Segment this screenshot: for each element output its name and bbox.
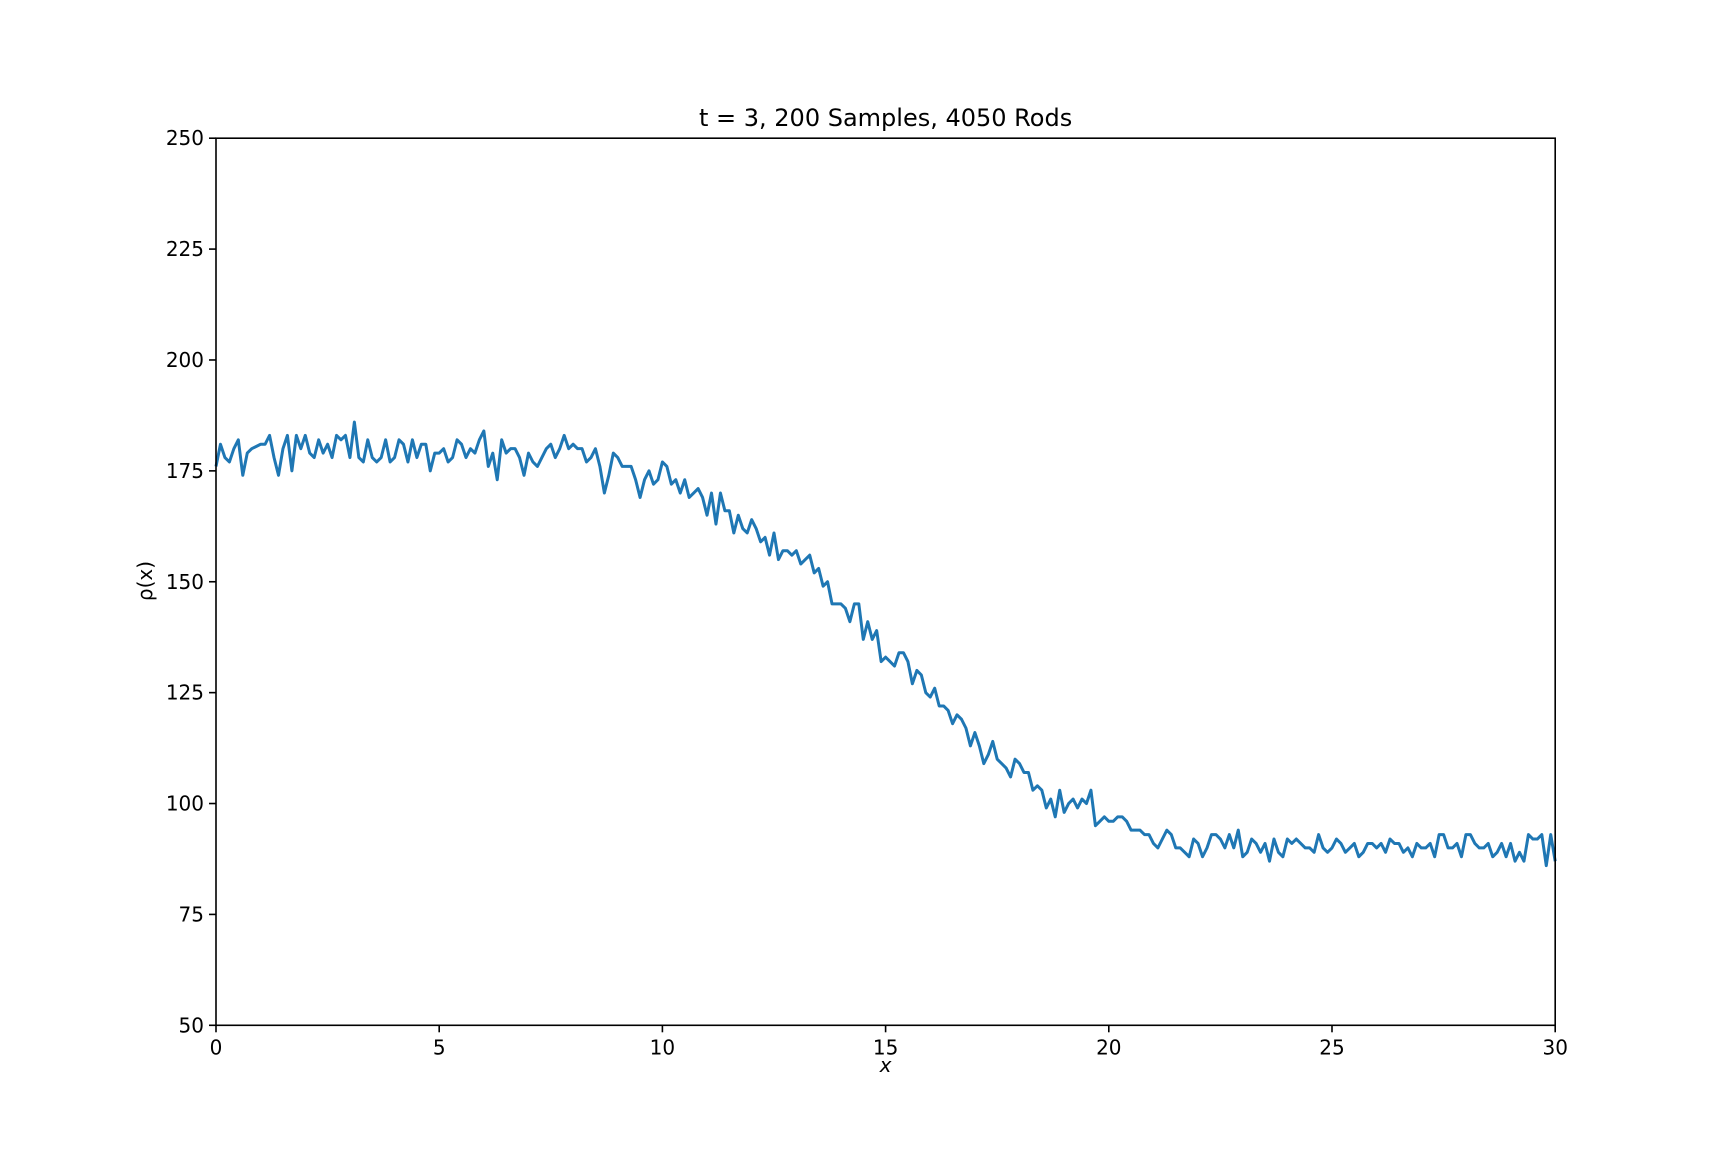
y-tick-label: 50 [179,1013,204,1037]
x-tick-label: 30 [1542,1035,1567,1059]
x-axis-label: x [879,1053,892,1077]
y-tick-label: 225 [166,237,204,261]
y-tick-label: 75 [179,902,204,926]
x-tick-label: 15 [873,1035,898,1059]
x-tick-label: 5 [433,1035,446,1059]
y-tick-label: 150 [166,570,204,594]
y-tick-label: 200 [166,348,204,372]
data-line [214,420,1557,868]
x-tick-label: 20 [1096,1035,1121,1059]
plot-frame [215,137,1556,1027]
x-tick-label: 10 [650,1035,675,1059]
y-tick-label: 250 [166,126,204,150]
x-tick-label: 25 [1319,1035,1344,1059]
chart-title: t = 3, 200 Samples, 4050 Rods [699,104,1072,132]
x-tick-label: 0 [210,1035,223,1059]
y-tick-label: 175 [166,459,204,483]
y-tick-label: 100 [166,792,204,816]
y-tick-label: 125 [166,681,204,705]
y-axis-label: ρ(x) [133,561,157,601]
